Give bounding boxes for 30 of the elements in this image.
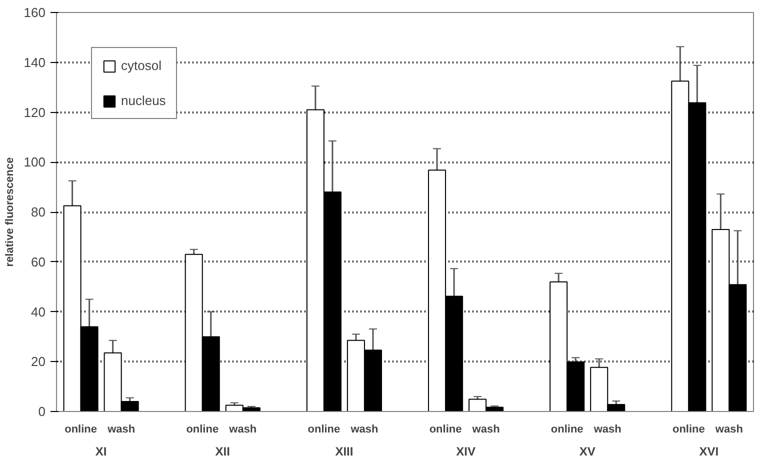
x-tick-label: online	[429, 424, 462, 436]
x-tick-label: wash	[592, 424, 622, 436]
y-tick-label: 0	[38, 404, 46, 419]
text: XIII	[335, 444, 354, 458]
y-tick-label: 80	[31, 204, 46, 220]
x-tick-label: wash	[471, 424, 500, 436]
y-tick-label: 60	[31, 254, 46, 270]
x-tick-label: online	[186, 424, 219, 436]
x-tick-label: online	[308, 424, 340, 436]
text: XII	[215, 444, 230, 458]
x-tick-label: wash	[106, 424, 136, 436]
x-tick-label: online	[64, 424, 98, 436]
y-tick-label: 100	[24, 154, 46, 170]
y-tick-label: 140	[24, 54, 46, 70]
y-tick-label: 120	[24, 104, 46, 120]
legend-label: cytosol	[121, 58, 162, 73]
y-tick-label: 160	[24, 5, 46, 20]
text: XIV	[456, 444, 476, 458]
x-tick-label: online	[550, 424, 584, 436]
x-tick-label: wash	[350, 424, 379, 436]
x-tick-label: wash	[714, 424, 744, 436]
x-tick-label: wash	[228, 424, 257, 436]
text: XVI	[699, 444, 719, 458]
legend-label: nucleus	[121, 93, 166, 108]
text: XI	[95, 444, 107, 458]
y-axis-title: relative fluorescence	[4, 157, 16, 267]
y-tick-label: 40	[31, 304, 46, 320]
x-tick-label: online	[672, 424, 705, 436]
y-tick-label: 20	[31, 354, 46, 370]
text: XV	[579, 444, 596, 458]
